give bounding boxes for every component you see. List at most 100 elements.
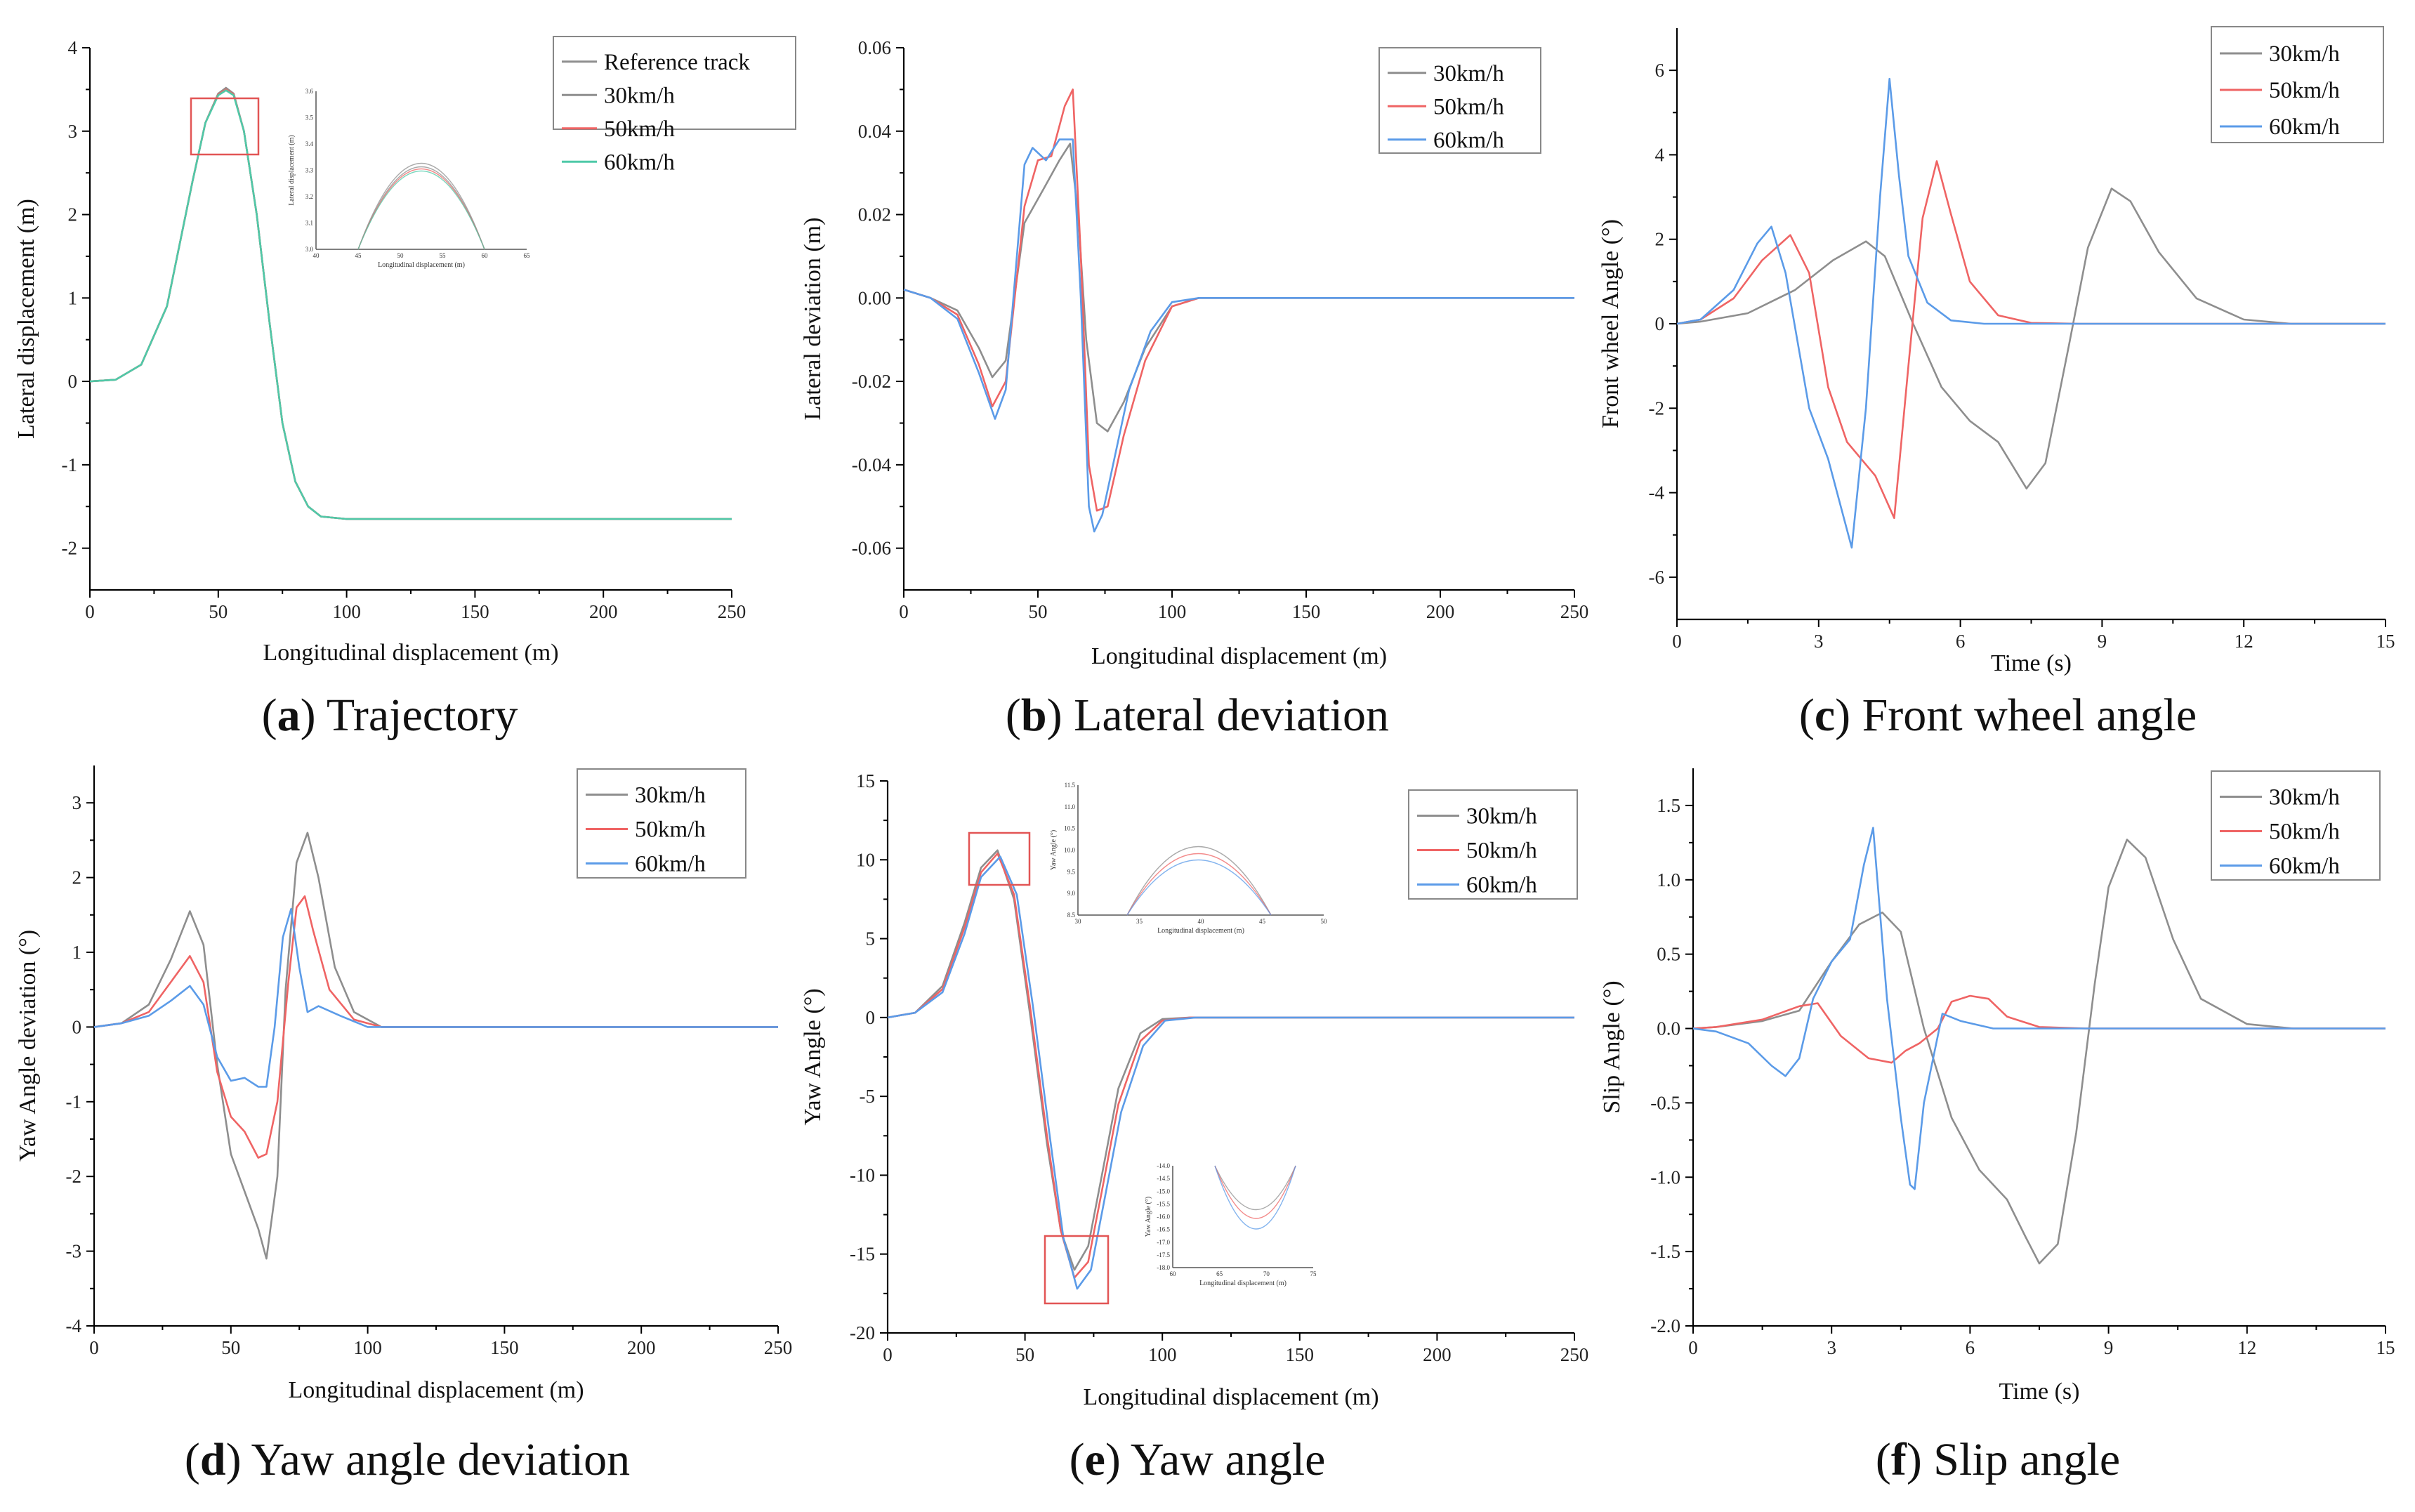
legend-label: 60km/h bbox=[635, 852, 706, 877]
y-axis-title: Yaw Angle deviation (°) bbox=[15, 930, 41, 1162]
inset-y-tick-label: 3.3 bbox=[305, 167, 314, 174]
series-line-50km-h bbox=[903, 88, 1574, 512]
y-tick-label: 0.06 bbox=[858, 37, 891, 58]
zoom-highlight bbox=[190, 97, 260, 156]
x-axis-title: Longitudinal displacement (m) bbox=[1091, 643, 1387, 669]
inset-y-tick-label: 9.0 bbox=[1067, 890, 1076, 897]
y-tick-label: 0 bbox=[866, 1007, 876, 1028]
y-tick-label: -6 bbox=[1649, 567, 1665, 588]
x-tick-label: 100 bbox=[353, 1337, 382, 1358]
legend-label: 50km/h bbox=[2269, 820, 2340, 845]
inset-curve bbox=[357, 170, 485, 250]
y-tick-label: 0.0 bbox=[1657, 1018, 1680, 1039]
inset-y-tick-label: -17.0 bbox=[1157, 1239, 1170, 1246]
inset-plot: 30 35 40 45 50 8.5 9.0 9.5 10.0 10.5 11.0 11.5 Longi… bbox=[1050, 782, 1327, 935]
legend-box bbox=[1378, 47, 1541, 154]
x-tick-label: 250 bbox=[718, 601, 746, 622]
legend-label: 60km/h bbox=[2269, 854, 2340, 879]
inset-x-tick-label: 45 bbox=[1259, 918, 1266, 925]
y-tick-label: 15 bbox=[856, 770, 875, 791]
x-tick-label: 150 bbox=[461, 601, 489, 622]
x-tick-label: 250 bbox=[1560, 1344, 1589, 1365]
inset-x-tick-label: 40 bbox=[1198, 918, 1205, 925]
x-axis-title: Time (s) bbox=[1999, 1379, 2080, 1405]
y-tick-label: -15 bbox=[850, 1244, 875, 1265]
y-tick-label: 1.5 bbox=[1657, 795, 1680, 816]
series-line-30km-h bbox=[1692, 839, 2386, 1265]
inset-x-tick-label: 50 bbox=[1321, 918, 1328, 925]
inset-curve bbox=[1126, 846, 1272, 916]
y-tick-label: -10 bbox=[850, 1164, 875, 1185]
x-tick-label: 50 bbox=[1029, 601, 1048, 622]
inset-x-tick-label: 65 bbox=[1216, 1270, 1223, 1277]
inset-y-tick-label: 10.0 bbox=[1064, 847, 1075, 854]
y-tick-label: -0.06 bbox=[852, 538, 891, 559]
chart-f: 0 3 6 9 12 15 -2.0 -1.5 -1.0 -0.5 0.0 0.5 1.0 1.5 Time… bbox=[1599, 768, 2395, 1485]
inset-y-tick-label: 10.5 bbox=[1064, 825, 1075, 832]
legend: 30km/h 50km/h 60km/h bbox=[1378, 47, 1541, 154]
inset-x-title: Longitudinal displacement (m) bbox=[378, 261, 465, 269]
x-tick-label: 6 bbox=[1956, 631, 1966, 652]
x-tick-label: 150 bbox=[490, 1337, 519, 1358]
inset-y-tick-label: -14.0 bbox=[1157, 1162, 1170, 1169]
inset-x-tick-label: 70 bbox=[1263, 1270, 1270, 1277]
y-tick-label: 5 bbox=[866, 928, 876, 949]
x-axis-title: Longitudinal displacement (m) bbox=[1083, 1384, 1378, 1410]
inset-x-tick-label: 30 bbox=[1075, 918, 1082, 925]
inset-y-title: Lateral displacement (m) bbox=[288, 135, 296, 206]
y-tick-label: -0.02 bbox=[852, 371, 891, 392]
y-tick-label: 10 bbox=[856, 849, 875, 870]
series-line-50km-h bbox=[887, 853, 1574, 1279]
inset-y-tick-label: 9.5 bbox=[1067, 868, 1076, 875]
x-axis-title: Longitudinal displacement (m) bbox=[288, 1377, 584, 1403]
inset-y-tick-label: 3.1 bbox=[305, 220, 313, 227]
y-tick-label: 6 bbox=[1655, 60, 1665, 81]
y-tick-label: 0.00 bbox=[858, 287, 891, 308]
legend-label: 50km/h bbox=[604, 117, 675, 142]
x-axis-title: Longitudinal displacement (m) bbox=[263, 640, 558, 666]
inset-curve bbox=[1214, 1165, 1296, 1210]
y-tick-label: -0.04 bbox=[852, 454, 892, 475]
inset-y-tick-label: 3.5 bbox=[305, 114, 314, 121]
y-tick-label: 1.0 bbox=[1657, 869, 1680, 890]
series-line-60km-h bbox=[887, 855, 1574, 1290]
y-tick-label: 4 bbox=[1655, 144, 1665, 165]
inset-x-title: Longitudinal displacement (m) bbox=[1199, 1280, 1287, 1287]
y-tick-label: 3 bbox=[68, 121, 78, 142]
legend: 30km/h 50km/h 60km/h bbox=[2211, 26, 2384, 143]
legend-label: 50km/h bbox=[2269, 78, 2340, 103]
y-tick-label: -4 bbox=[1649, 482, 1665, 504]
x-tick-label: 150 bbox=[1292, 601, 1321, 622]
legend-label: 30km/h bbox=[2269, 41, 2340, 67]
y-tick-label: 2 bbox=[1655, 229, 1665, 250]
y-tick-label: -20 bbox=[850, 1322, 875, 1343]
chart-e: 0 50 100 150 200 250 -20 -15 -10 -5 0 5 10 15 Longitud… bbox=[800, 770, 1588, 1485]
x-tick-label: 250 bbox=[764, 1337, 793, 1358]
y-tick-label: -2 bbox=[1649, 397, 1665, 419]
zoom-highlight-top bbox=[968, 831, 1031, 886]
chart-d: 0 50 100 150 200 250 -4 -3 -2 -1 0 1 2 3 Longitudinal … bbox=[15, 765, 792, 1485]
x-tick-label: 0 bbox=[1688, 1337, 1698, 1358]
y-tick-label: -1 bbox=[62, 454, 78, 475]
inset-y-tick-label: -15.5 bbox=[1157, 1200, 1170, 1207]
y-tick-label: 4 bbox=[68, 37, 78, 58]
y-tick-label: 1 bbox=[72, 942, 82, 963]
legend-label: 50km/h bbox=[1466, 839, 1537, 864]
y-tick-label: -3 bbox=[66, 1241, 82, 1262]
inset-x-tick-label: 55 bbox=[440, 252, 447, 259]
inset-y-tick-label: 3.2 bbox=[305, 193, 313, 200]
x-tick-label: 15 bbox=[2376, 1337, 2395, 1358]
series-line-60km-h bbox=[93, 908, 778, 1088]
legend: 30km/h 50km/h 60km/h bbox=[577, 768, 746, 879]
inset-y-title: Yaw Angle (°) bbox=[1050, 830, 1058, 870]
legend: 30km/h 50km/h 60km/h bbox=[1408, 789, 1578, 900]
caption-f: (f) Slip angle bbox=[1876, 1434, 2120, 1485]
inset-x-tick-label: 60 bbox=[482, 252, 489, 259]
x-tick-label: 50 bbox=[209, 601, 228, 622]
inset-plot: 40 45 50 55 60 65 3.0 3.1 3.2 3.3 3.4 3.5 3.6 Longitu… bbox=[288, 88, 530, 269]
series-line-30km-h bbox=[903, 143, 1574, 433]
y-tick-label: 0.04 bbox=[858, 121, 892, 142]
series-line-30km-h bbox=[887, 849, 1574, 1271]
x-tick-label: 200 bbox=[589, 601, 618, 622]
